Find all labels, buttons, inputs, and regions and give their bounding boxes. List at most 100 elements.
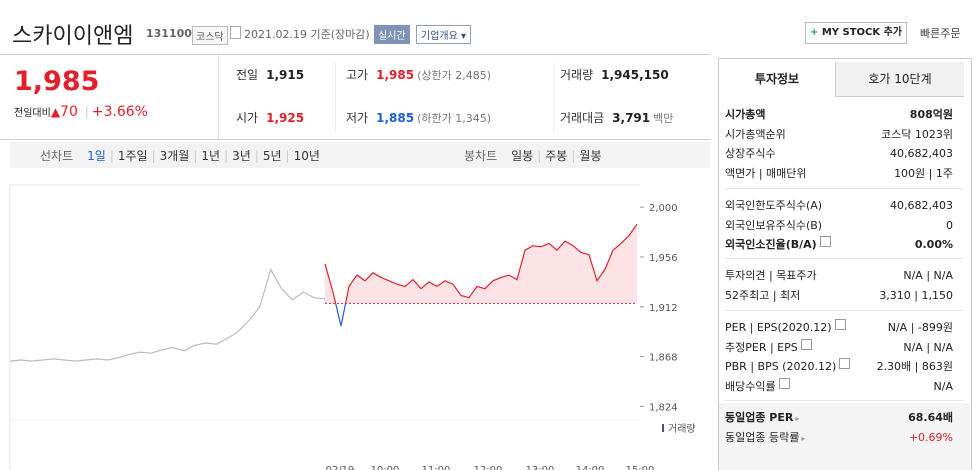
info-label: 시가총액 [725, 108, 766, 121]
change-percent: +3.66% [91, 104, 148, 120]
my-stock-label: MY STOCK 추가 [821, 27, 903, 38]
info-row: 외국인보유주식수(B) 0 [725, 217, 953, 235]
divider [725, 258, 963, 259]
info-label: 배당수익률 [725, 379, 776, 393]
period-option[interactable]: 3년 [232, 149, 251, 163]
calendar-icon [230, 26, 241, 39]
y-tick-label: 1,912 [649, 303, 678, 314]
info-value: 2.30배 | 863원 [876, 360, 953, 373]
info-label: 투자의견 | 목표주가 [725, 269, 817, 282]
x-tick-label: 11:00 [422, 465, 451, 470]
company-info-dropdown[interactable]: 기업개요 ▾ [416, 25, 472, 44]
info-value: 3,310 | 1,150 [879, 288, 953, 302]
info-value: 100원 | 1주 [894, 166, 953, 180]
info-value: 0.00% [914, 238, 953, 251]
summary-label: 저가 [346, 111, 369, 125]
option-sep: | [193, 149, 198, 163]
divider [553, 62, 554, 132]
info-tab[interactable]: 투자정보 [719, 62, 835, 96]
divider [0, 54, 710, 55]
info-label: 외국인한도주식수(A) [725, 199, 823, 212]
summary-label: 시가 [236, 111, 259, 125]
x-tick-label: 15:00 [626, 465, 655, 470]
info-row: 외국인한도주식수(A) 40,682,403 [725, 197, 953, 215]
info-row: 상장주식수 40,682,403 [725, 145, 953, 163]
summary-item: 저가 1,885 (하한가 1,345) [346, 109, 491, 126]
divider [725, 188, 963, 189]
period-option[interactable]: 3개월 [159, 149, 190, 163]
info-row: 투자의견 | 목표주가 N/A | N/A [725, 267, 953, 285]
info-panel [718, 58, 972, 470]
industry-box [719, 403, 970, 470]
my-stock-button[interactable]: + MY STOCK 추가 [805, 22, 907, 44]
divider [0, 139, 710, 140]
info-value: +0.69% [908, 430, 953, 444]
summary-item: 고가 1,985 (상한가 2,485) [346, 66, 491, 83]
info-row: 동일업종 등락률 ▸ +0.69% [725, 429, 953, 447]
option-sep: | [224, 149, 229, 163]
base-date: 2021.02.19 기준(장마감) [244, 28, 370, 41]
arrow: ▸ [801, 433, 806, 443]
info-value: N/A | N/A [903, 269, 953, 282]
summary-extra: (상한가 2,485) [417, 69, 491, 82]
info-value: 코스닥 1023위 [881, 127, 953, 141]
x-tick-label: 14:00 [576, 465, 605, 470]
period-option[interactable]: 1년 [201, 149, 221, 163]
current-price: 1,985 [14, 66, 100, 97]
x-tick-label: 13:00 [526, 465, 555, 470]
change-value: 70 [60, 104, 78, 120]
info-row: 추정PER | EPS N/A | N/A [725, 338, 953, 357]
info-tab[interactable]: 호가 10단계 [835, 62, 964, 97]
price-chart: 2,000 1,956 1,912 1,868 1,824 거래량 02/19 10:00 11… [9, 184, 696, 470]
summary-value: 3,791 [612, 111, 651, 125]
period-option[interactable]: 1주일 [117, 149, 148, 163]
candle-option[interactable]: 월봉 [579, 149, 602, 163]
info-label: 외국인소진율(B/A) [725, 238, 817, 251]
divider [725, 400, 963, 401]
summary-item: 거래대금 3,791 백만 [560, 109, 673, 126]
period-option[interactable]: 1일 [87, 149, 106, 163]
realtime-button[interactable]: 실시간 [374, 25, 410, 44]
summary-value: 1,925 [266, 111, 305, 125]
summary-label: 거래량 [560, 68, 594, 82]
info-row: 52주최고 | 최저 3,310 | 1,150 [725, 287, 953, 305]
summary-item: 거래량 1,945,150 [560, 66, 669, 83]
info-label: 외국인보유주식수(B) [725, 218, 823, 232]
summary-value: 1,915 [266, 68, 305, 82]
info-label: 액면가 | 매매단위 [725, 166, 807, 180]
info-label: 상장주식수 [725, 147, 776, 160]
prev-day-line [9, 267, 326, 362]
arrow: ▸ [795, 414, 800, 423]
summary-label: 거래대금 [560, 111, 605, 125]
stock-code: 131100 [146, 27, 192, 40]
info-value: 68.64배 [908, 411, 953, 424]
info-value: N/A | N/A [903, 340, 953, 354]
help-icon [800, 338, 812, 350]
y-tick-label: 1,868 [649, 353, 678, 364]
y-tick-label: 1,956 [649, 253, 678, 264]
info-row: PBR | BPS (2020.12) 2.30배 | 863원 [725, 358, 953, 376]
info-value: N/A [933, 379, 953, 393]
help-icon [834, 319, 846, 330]
option-sep: | [537, 149, 542, 163]
candle-option[interactable]: 일봉 [511, 149, 534, 163]
info-row: 동일업종 PER ▸ 68.64배 [725, 409, 953, 427]
option-sep: | [571, 149, 576, 163]
info-row: 배당수익률 N/A [725, 377, 953, 396]
candle-option[interactable]: 주봉 [545, 149, 568, 163]
divider [725, 310, 963, 311]
summary-value: 1,885 [376, 111, 415, 125]
info-value: 0 [946, 218, 953, 232]
volume-label: 거래량 [668, 423, 696, 435]
summary-extra: (하한가 1,345) [417, 112, 491, 125]
help-icon [819, 236, 831, 247]
info-label: 동일업종 PER [725, 411, 794, 424]
info-label: PBR | BPS (2020.12) [725, 360, 837, 373]
period-line: 선차트 1일 | 1주일 | 3개월 | 1년 | 3년 | 5년 | 10년 [40, 147, 320, 164]
help-icon [839, 358, 851, 369]
period-option[interactable]: 5년 [262, 149, 282, 163]
period-option[interactable]: 10년 [293, 149, 320, 163]
info-value: 40,682,403 [890, 199, 953, 212]
info-row: 시가총액순위 코스닥 1023위 [725, 126, 953, 144]
quick-order-link[interactable]: 빠른주문 [920, 27, 961, 40]
